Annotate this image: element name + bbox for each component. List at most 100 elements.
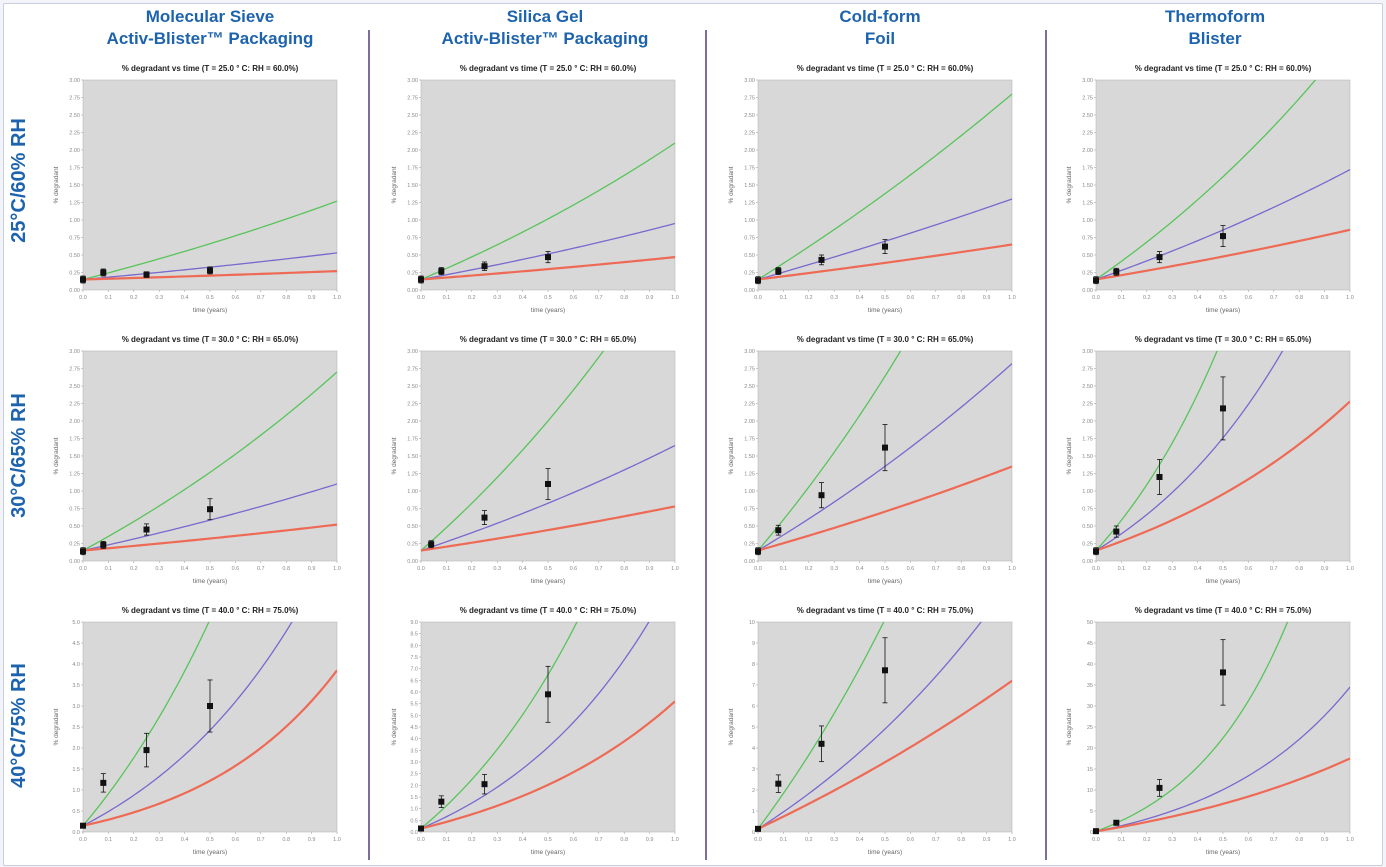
y-tick-label: 1.25: [69, 201, 80, 207]
model-curve-green: [83, 371, 337, 552]
model-curve-green: [758, 622, 885, 830]
row-label-text: 40°C/75% RH: [7, 662, 30, 788]
y-tick-label: 2.50: [744, 384, 755, 390]
y-tick-label: 5: [1090, 809, 1093, 815]
x-axis-label: time (years): [531, 307, 565, 314]
x-tick-label: 0.1: [780, 295, 788, 301]
data-point: [438, 798, 445, 805]
data-point: [80, 822, 86, 829]
y-tick-label: 1.50: [69, 183, 80, 189]
model-curve-green: [1096, 351, 1218, 551]
x-axis-label: time (years): [531, 849, 565, 856]
x-tick-label: 0.2: [130, 837, 138, 843]
x-tick-label: 0.9: [1321, 566, 1329, 572]
y-axis-label: % degradant: [391, 708, 398, 745]
chart-title: % degradant vs time (T = 30.0 ° C: RH = …: [797, 335, 974, 344]
y-tick-label: 0.25: [744, 542, 755, 548]
x-tick-label: 0.5: [206, 295, 214, 301]
x-tick-label: 0.3: [493, 295, 501, 301]
data-point: [1156, 254, 1163, 261]
x-tick-label: 0.3: [493, 566, 501, 572]
x-tick-label: 0.6: [1245, 566, 1253, 572]
x-tick-label: 0.6: [907, 295, 915, 301]
y-tick-label: 0.25: [69, 542, 80, 548]
x-tick-label: 0.4: [856, 295, 864, 301]
y-tick-label: 6: [752, 704, 755, 710]
y-tick-label: 0.00: [744, 288, 755, 294]
data-point: [207, 703, 213, 709]
x-tick-label: 0.4: [181, 837, 189, 843]
plot-area: [420, 621, 676, 833]
y-axis-label: % degradant: [53, 708, 60, 745]
data-point: [545, 481, 551, 487]
y-tick-label: 5: [752, 725, 755, 731]
column-heading-line2: Blister: [1188, 29, 1242, 48]
x-tick-label: 1.0: [1346, 837, 1354, 843]
y-tick-label: 35: [1087, 683, 1093, 689]
x-tick-label: 0.5: [206, 837, 214, 843]
model-curve-red: [421, 700, 675, 830]
y-tick-label: 7.0: [410, 667, 418, 673]
y-tick-label: 1.00: [744, 218, 755, 224]
y-tick-label: 0.00: [407, 288, 418, 294]
x-tick-label: 0.6: [232, 295, 240, 301]
y-tick-label: 1.25: [744, 201, 755, 207]
x-tick-label: 0.4: [856, 837, 864, 843]
y-tick-label: 4: [752, 746, 755, 752]
x-tick-label: 0.1: [105, 295, 113, 301]
y-tick-label: 1.00: [744, 489, 755, 495]
data-point: [418, 825, 424, 832]
degradant-chart: % degradant vs time (T = 30.0 ° C: RH = …: [391, 335, 679, 585]
y-axis-label: % degradant: [391, 437, 398, 474]
y-tick-label: 2.50: [407, 384, 418, 390]
x-tick-label: 0.1: [443, 566, 451, 572]
x-tick-label: 1.0: [1008, 566, 1016, 572]
y-tick-label: 0.25: [69, 271, 80, 277]
model-curve-green: [1096, 622, 1289, 832]
y-tick-label: 0.50: [69, 253, 80, 259]
data-point: [481, 514, 488, 521]
column-heading-cold-form: Cold-form Foil: [715, 6, 1045, 50]
y-tick-label: 0.75: [744, 507, 755, 513]
y-tick-label: 1.0: [72, 788, 80, 794]
y-tick-label: 3.5: [410, 748, 418, 754]
y-tick-label: 3.5: [72, 683, 80, 689]
y-tick-label: 0.50: [69, 524, 80, 530]
x-tick-label: 0.4: [1194, 566, 1202, 572]
y-tick-label: 1.75: [744, 437, 755, 443]
x-tick-label: 0.8: [282, 837, 290, 843]
y-tick-label: 1.25: [1082, 472, 1093, 478]
plot-area: [757, 79, 1013, 291]
x-axis-label: time (years): [1206, 578, 1240, 585]
data-point: [100, 541, 107, 548]
y-tick-label: 1.75: [69, 166, 80, 172]
x-tick-label: 0.1: [105, 837, 113, 843]
model-curve-red: [758, 243, 1012, 281]
x-tick-label: 0.3: [1168, 566, 1176, 572]
y-tick-label: 0.25: [1082, 271, 1093, 277]
y-tick-label: 1.5: [410, 795, 418, 801]
x-tick-label: 0.0: [1092, 837, 1100, 843]
data-point: [80, 548, 86, 555]
y-tick-label: 0.00: [1082, 288, 1093, 294]
x-tick-label: 0.0: [417, 566, 425, 572]
y-tick-label: 2.25: [1082, 131, 1093, 137]
x-tick-label: 0.7: [932, 566, 940, 572]
model-curve-red: [1096, 400, 1350, 552]
data-point: [1113, 528, 1120, 535]
y-tick-label: 0.5: [72, 809, 80, 815]
x-tick-label: 1.0: [1346, 566, 1354, 572]
y-tick-label: 2.50: [69, 113, 80, 119]
x-tick-label: 0.7: [595, 566, 603, 572]
row-label-text: 25°C/60% RH: [7, 117, 30, 243]
degradant-chart: % degradant vs time (T = 30.0 ° C: RH = …: [728, 335, 1016, 585]
x-tick-label: 0.3: [830, 295, 838, 301]
x-tick-label: 1.0: [1346, 295, 1354, 301]
x-tick-label: 0.5: [881, 566, 889, 572]
x-tick-label: 0.4: [1194, 295, 1202, 301]
y-tick-label: 1.50: [69, 454, 80, 460]
x-tick-label: 0.9: [646, 295, 654, 301]
y-tick-label: 1.00: [407, 218, 418, 224]
data-point: [755, 277, 761, 284]
y-tick-label: 0.75: [69, 507, 80, 513]
